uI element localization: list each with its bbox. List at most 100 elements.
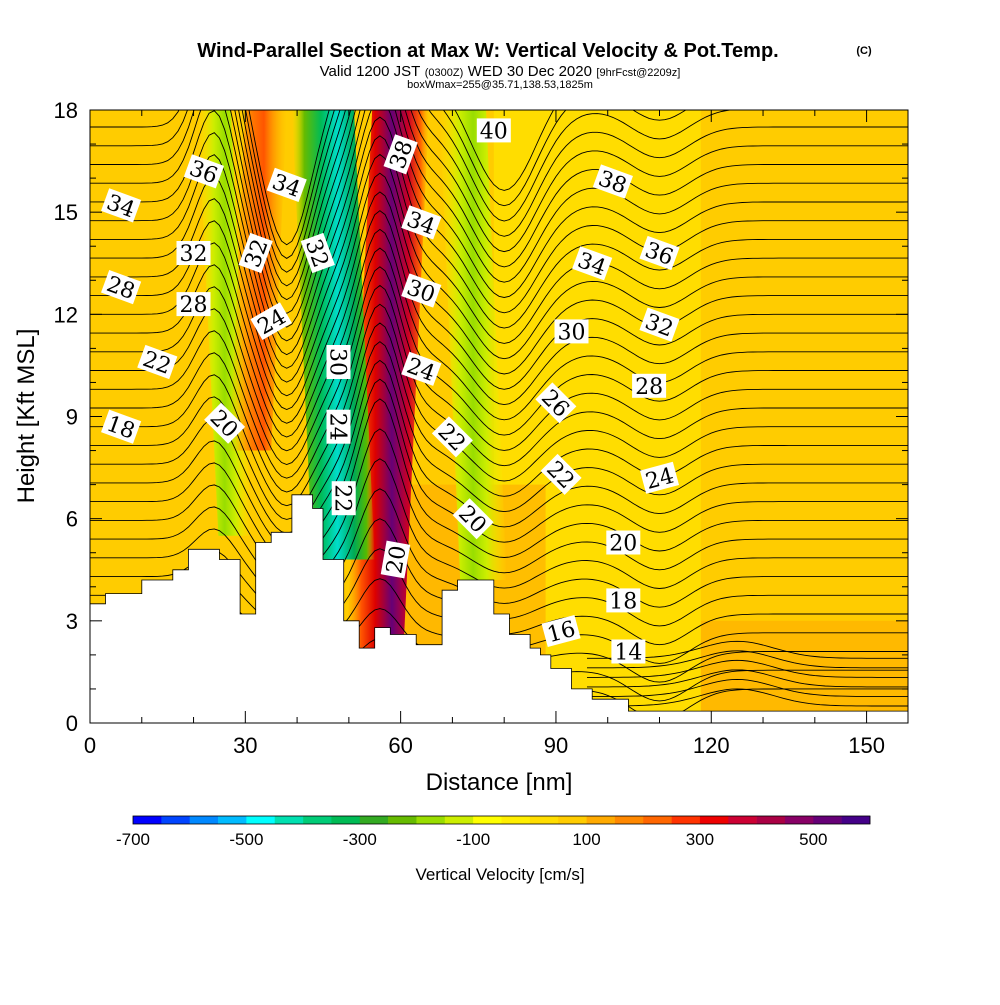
isentrope-label: 34 bbox=[266, 167, 307, 203]
colorbar-swatch bbox=[133, 816, 162, 824]
colorbar-swatch bbox=[784, 816, 814, 824]
isentrope-label-box bbox=[639, 461, 680, 494]
isentrope-label: 32 bbox=[176, 241, 211, 267]
isentrope-label-box bbox=[137, 344, 178, 380]
colorbar-tick-label: -300 bbox=[343, 830, 377, 849]
valid-date: WED 30 Dec 2020 bbox=[468, 63, 592, 80]
isentrope-label-box bbox=[204, 402, 246, 444]
isentrope-label-box bbox=[554, 319, 589, 344]
colorbar-swatch bbox=[274, 816, 304, 824]
isentrope-label-box bbox=[606, 588, 641, 613]
chart-subtitle: Valid 1200 JST (0300Z) WED 30 Dec 2020 [… bbox=[320, 63, 681, 80]
colorbar-swatch bbox=[529, 816, 559, 824]
isentrope-line bbox=[90, 266, 908, 479]
isentrope-line bbox=[90, 284, 908, 493]
isentrope-line bbox=[90, 398, 908, 575]
colorbar-tick-label: 300 bbox=[686, 830, 714, 849]
isentrope-label-text: 20 bbox=[382, 544, 411, 576]
x-tick-label: 0 bbox=[84, 733, 96, 758]
colorbar-swatch bbox=[359, 816, 389, 824]
isentrope-label-text: 30 bbox=[325, 348, 350, 376]
colorbar: -700 -500 -300 -100 100 300 500 bbox=[116, 815, 871, 849]
isentrope-label: 32 bbox=[238, 232, 274, 274]
isentrope-label: 30 bbox=[554, 319, 589, 345]
y-tick-label: 12 bbox=[54, 302, 78, 327]
colorbar-tick-label: -700 bbox=[116, 830, 150, 849]
isentrope-label: 40 bbox=[476, 118, 511, 144]
isentrope-label-box bbox=[401, 351, 442, 386]
colorbar-tick-label: -500 bbox=[229, 830, 263, 849]
colorbar-swatch bbox=[614, 816, 644, 824]
isentrope-label-box bbox=[592, 164, 633, 199]
isentrope-line bbox=[241, 110, 734, 273]
isentrope-label-text: 24 bbox=[325, 413, 350, 441]
isentrope-line bbox=[587, 678, 908, 697]
colorbar-swatch bbox=[189, 816, 219, 824]
colorbar-swatch bbox=[671, 816, 701, 824]
colorbar-frame bbox=[132, 815, 871, 825]
isentrope-label-box bbox=[606, 530, 641, 555]
y-tick-label: 0 bbox=[66, 711, 78, 736]
isentrope-line bbox=[248, 110, 555, 246]
isentrope-label-box bbox=[101, 188, 142, 223]
isentrope-line bbox=[90, 488, 908, 617]
colorbar-swatch bbox=[303, 816, 332, 824]
isentrope-line bbox=[90, 110, 908, 314]
isentrope-label: 20 bbox=[380, 540, 412, 579]
colorbar-swatch bbox=[416, 816, 446, 824]
isentrope-line bbox=[90, 210, 908, 438]
isentrope-label-box bbox=[383, 134, 418, 175]
isentrope-label-box bbox=[401, 273, 442, 308]
valid-utc: (0300Z) bbox=[425, 67, 464, 79]
colorbar-tick-label: 100 bbox=[572, 830, 600, 849]
isentrope-label-text: 32 bbox=[180, 242, 208, 267]
colorbar-swatch bbox=[444, 816, 474, 824]
isentrope-label-box bbox=[611, 639, 646, 664]
y-tick-label: 15 bbox=[54, 200, 78, 225]
terrain-mask bbox=[90, 494, 908, 723]
y-axis-title: Height [Kft MSL] bbox=[13, 329, 40, 504]
isentrope-label-text: 28 bbox=[635, 375, 663, 400]
isentrope-line bbox=[90, 172, 908, 410]
isentrope-line bbox=[587, 650, 908, 669]
colorbar-swatch bbox=[558, 816, 587, 824]
isentrope-line bbox=[245, 110, 687, 259]
isentrope-line bbox=[90, 110, 908, 342]
isentrope-label-box bbox=[101, 409, 142, 444]
isentrope-label-box bbox=[541, 615, 581, 647]
isentrope-label-box bbox=[326, 345, 351, 379]
isentrope-label-box bbox=[176, 292, 211, 317]
colorbar-swatch bbox=[388, 816, 417, 824]
colorbar-tick-label: 500 bbox=[799, 830, 827, 849]
isentrope-line bbox=[90, 110, 908, 301]
valid-prefix: Valid 1200 JST bbox=[320, 63, 421, 80]
colorbar-swatch bbox=[218, 816, 247, 824]
forecast-info: [9hrFcst@2209z] bbox=[596, 67, 680, 79]
isentrope-line bbox=[90, 116, 908, 369]
y-tick-label: 9 bbox=[66, 405, 78, 430]
colorbar-swatch bbox=[586, 816, 616, 824]
isentrope-label-box bbox=[300, 232, 335, 274]
isentrope-label-box bbox=[266, 167, 307, 202]
isentrope-label: 36 bbox=[183, 154, 224, 189]
isentrope-label-text: 30 bbox=[558, 320, 586, 345]
isentrope-line bbox=[587, 688, 908, 707]
isentrope-label-box bbox=[431, 416, 473, 458]
isentrope-line bbox=[90, 135, 908, 383]
chart-title: Wind-Parallel Section at Max W: Vertical… bbox=[197, 40, 778, 62]
isentrope-label-text: 28 bbox=[180, 293, 208, 318]
colorbar-swatch bbox=[728, 816, 757, 824]
lee-downdraft-band bbox=[439, 110, 507, 580]
x-tick-label: 120 bbox=[693, 733, 730, 758]
isentrope-label-text: 14 bbox=[614, 641, 642, 666]
isentrope-line bbox=[90, 247, 908, 465]
isentrope-label-box bbox=[632, 373, 667, 398]
isentrope-line bbox=[90, 153, 908, 397]
box-info: boxWmax=255@35.71,138.53,1825m bbox=[407, 79, 593, 91]
isentrope-label-text: 22 bbox=[330, 484, 355, 512]
isentrope-line bbox=[90, 110, 908, 287]
colorbar-swatch bbox=[331, 816, 361, 824]
x-axis-title: Distance [nm] bbox=[426, 769, 573, 796]
colorbar-swatch bbox=[756, 816, 786, 824]
